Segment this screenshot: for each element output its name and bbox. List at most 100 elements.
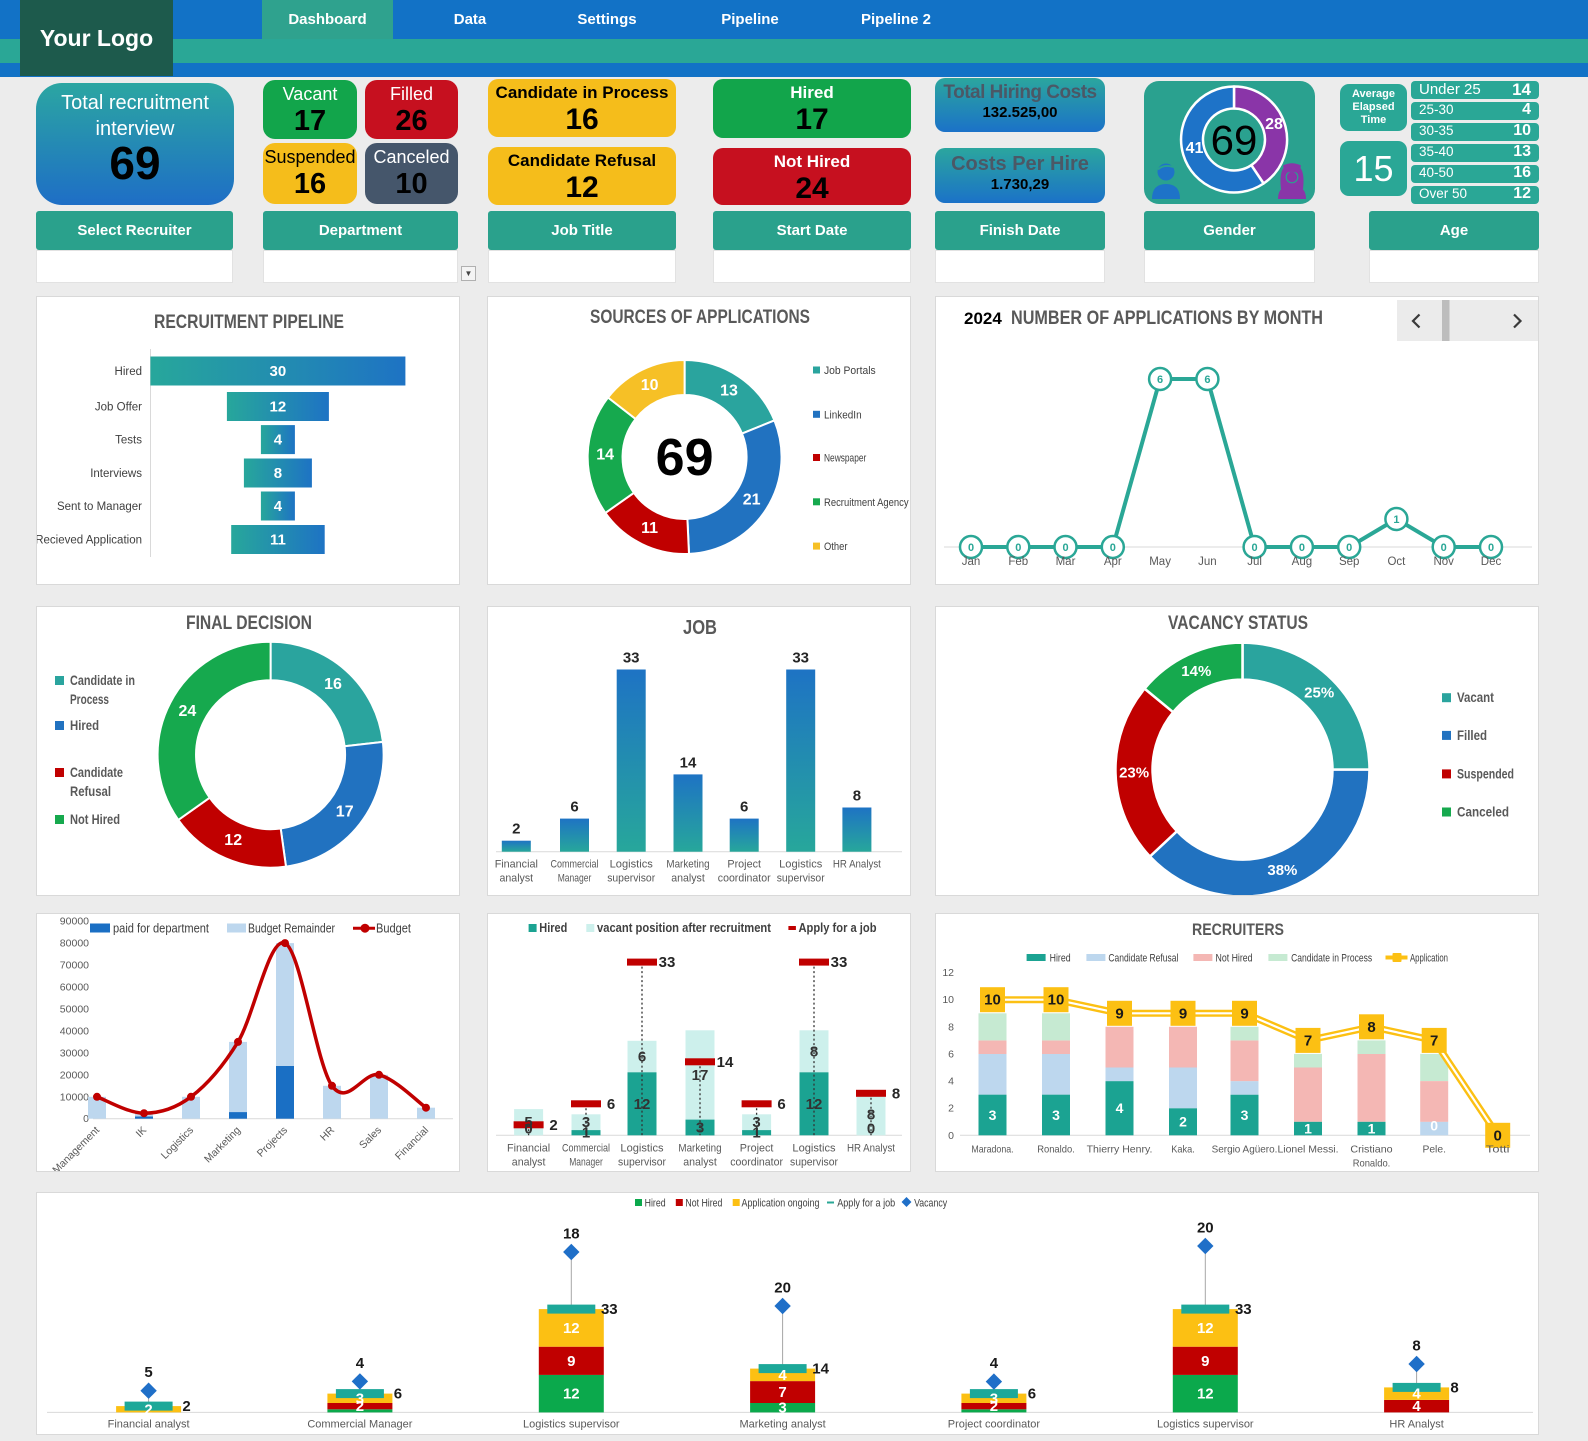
svg-text:Nov: Nov <box>1433 556 1454 568</box>
svg-text:6: 6 <box>570 799 578 816</box>
svg-text:paid for department: paid for department <box>113 921 209 936</box>
svg-text:Pele.: Pele. <box>1422 1143 1446 1155</box>
svg-text:10: 10 <box>641 377 659 394</box>
svg-text:8: 8 <box>1450 1379 1458 1396</box>
svg-text:12: 12 <box>1197 1320 1214 1337</box>
svg-text:14: 14 <box>717 1054 734 1071</box>
svg-text:1: 1 <box>1368 1121 1376 1137</box>
svg-text:14: 14 <box>680 754 697 771</box>
svg-text:Candidate in Process: Candidate in Process <box>1291 953 1372 965</box>
svg-text:Canceled: Canceled <box>1457 805 1509 820</box>
svg-text:8: 8 <box>867 1106 875 1123</box>
svg-text:0: 0 <box>968 542 974 554</box>
svg-text:17: 17 <box>336 804 354 821</box>
svg-text:Application ongoing: Application ongoing <box>742 1198 820 1210</box>
svg-text:supervisor: supervisor <box>777 873 825 885</box>
svg-text:8: 8 <box>274 465 282 482</box>
svg-text:2: 2 <box>1179 1114 1187 1130</box>
svg-text:7: 7 <box>778 1384 786 1401</box>
svg-text:SOURCES OF APPLICATIONS: SOURCES OF APPLICATIONS <box>590 307 810 328</box>
svg-text:10: 10 <box>1048 992 1065 1009</box>
svg-text:1: 1 <box>752 1125 760 1142</box>
svg-text:Financial: Financial <box>393 1124 431 1162</box>
svg-text:Feb: Feb <box>1008 556 1028 568</box>
svg-text:23%: 23% <box>1119 765 1149 782</box>
svg-text:6: 6 <box>394 1386 402 1403</box>
svg-text:0: 0 <box>1110 542 1116 554</box>
svg-text:2: 2 <box>549 1117 557 1134</box>
svg-text:3: 3 <box>990 1390 998 1407</box>
svg-text:RECRUITERS: RECRUITERS <box>1192 920 1284 939</box>
svg-text:9: 9 <box>1240 1005 1248 1022</box>
svg-text:Manager: Manager <box>558 873 592 885</box>
svg-text:3: 3 <box>582 1114 590 1131</box>
svg-text:supervisor: supervisor <box>790 1156 838 1168</box>
svg-text:3: 3 <box>989 1107 997 1123</box>
svg-text:1: 1 <box>1304 1121 1312 1137</box>
svg-text:HR Analyst: HR Analyst <box>833 859 881 871</box>
svg-text:6: 6 <box>948 1048 954 1060</box>
svg-text:2: 2 <box>144 1401 152 1418</box>
svg-text:0: 0 <box>524 1120 532 1137</box>
svg-text:12: 12 <box>224 832 242 849</box>
svg-text:Financial: Financial <box>495 859 538 871</box>
svg-text:6: 6 <box>740 799 748 816</box>
svg-text:41: 41 <box>1186 140 1204 157</box>
svg-text:6: 6 <box>1157 374 1163 386</box>
svg-text:0: 0 <box>1430 1117 1438 1133</box>
svg-text:11: 11 <box>641 520 658 537</box>
svg-text:May: May <box>1149 556 1171 568</box>
svg-text:9: 9 <box>1201 1353 1209 1370</box>
svg-text:Sergio Agüero.: Sergio Agüero. <box>1212 1143 1278 1155</box>
svg-text:6: 6 <box>638 1049 646 1066</box>
svg-text:Logistics: Logistics <box>779 859 823 871</box>
svg-text:6: 6 <box>1204 374 1210 386</box>
svg-text:20: 20 <box>774 1280 791 1297</box>
svg-text:Budget Remainder: Budget Remainder <box>248 921 336 936</box>
svg-text:Project: Project <box>740 1142 774 1154</box>
svg-text:2: 2 <box>356 1398 364 1415</box>
svg-text:Process: Process <box>70 691 109 707</box>
svg-text:38%: 38% <box>1267 862 1297 879</box>
svg-text:Marketing: Marketing <box>666 859 709 871</box>
svg-text:80000: 80000 <box>60 938 89 950</box>
svg-text:Totti: Totti <box>1486 1143 1510 1155</box>
svg-text:Filled: Filled <box>1457 728 1487 743</box>
svg-text:Maradona.: Maradona. <box>971 1143 1013 1155</box>
svg-text:0: 0 <box>1299 542 1305 554</box>
svg-text:16: 16 <box>324 676 342 693</box>
svg-text:Marketing: Marketing <box>202 1124 243 1165</box>
svg-text:Not Hired: Not Hired <box>685 1198 722 1210</box>
svg-text:40000: 40000 <box>60 1025 89 1037</box>
svg-text:6: 6 <box>607 1096 615 1113</box>
svg-text:Lionel Messi.: Lionel Messi. <box>1277 1143 1338 1155</box>
svg-text:Ronaldo.: Ronaldo. <box>1353 1157 1391 1169</box>
svg-text:HR Analyst: HR Analyst <box>1389 1418 1443 1430</box>
svg-text:12: 12 <box>270 399 287 416</box>
svg-text:0: 0 <box>1346 542 1352 554</box>
svg-text:Dec: Dec <box>1481 556 1502 568</box>
svg-text:FINAL DECISION: FINAL DECISION <box>186 613 312 634</box>
svg-text:8: 8 <box>892 1085 900 1102</box>
svg-text:0: 0 <box>1494 1127 1502 1144</box>
svg-text:2: 2 <box>512 821 520 838</box>
svg-text:Commercial: Commercial <box>551 859 599 871</box>
svg-text:Not Hired: Not Hired <box>1216 953 1253 965</box>
svg-text:12: 12 <box>1197 1386 1214 1403</box>
svg-text:8: 8 <box>948 1021 954 1033</box>
svg-text:0: 0 <box>83 1113 89 1125</box>
svg-text:33: 33 <box>623 650 640 667</box>
svg-text:Jan: Jan <box>962 556 981 568</box>
svg-text:4: 4 <box>274 498 283 515</box>
svg-text:vacant position after recruitm: vacant position after recruitment <box>597 920 772 935</box>
svg-text:Interviews: Interviews <box>90 468 142 480</box>
svg-text:VACANCY STATUS: VACANCY STATUS <box>1168 613 1308 634</box>
svg-text:70000: 70000 <box>60 960 89 972</box>
svg-text:Hired: Hired <box>1050 953 1071 965</box>
svg-text:Commercial Manager: Commercial Manager <box>307 1418 412 1430</box>
svg-text:coordinator: coordinator <box>718 873 771 885</box>
svg-text:Mar: Mar <box>1056 556 1076 568</box>
svg-text:Sent to Manager: Sent to Manager <box>57 501 142 513</box>
svg-text:24: 24 <box>179 703 197 720</box>
svg-text:Candidate: Candidate <box>70 764 123 780</box>
